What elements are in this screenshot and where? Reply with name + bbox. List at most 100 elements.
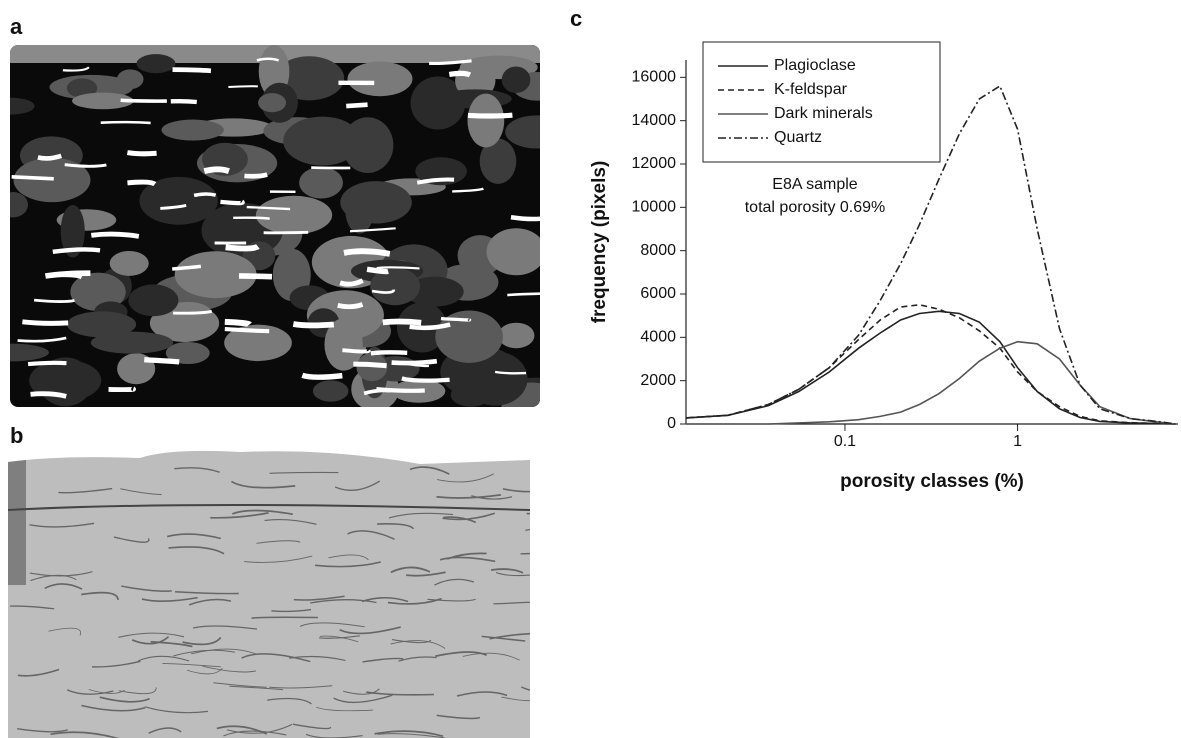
pore <box>428 59 472 66</box>
grain-boundary <box>175 591 239 595</box>
grain-boundary <box>182 636 222 646</box>
pore <box>507 292 540 297</box>
grain-boundary <box>293 595 345 601</box>
y-tick-label: 2000 <box>640 372 676 389</box>
x-tick-label: 1 <box>1013 433 1022 450</box>
grain-boundary <box>162 663 221 668</box>
grain-boundary <box>223 730 287 737</box>
grain-boundary <box>226 723 293 734</box>
grain-boundary <box>436 473 494 483</box>
pore <box>238 273 273 280</box>
pore <box>17 336 67 343</box>
pore <box>100 120 151 125</box>
grain-boundary <box>333 694 393 704</box>
legend-label: K-feldspar <box>774 81 848 98</box>
pore <box>44 270 91 279</box>
grain-boundary <box>120 488 162 496</box>
image-background <box>8 450 530 738</box>
pore <box>343 248 391 257</box>
pore <box>440 316 472 322</box>
grain-boundary <box>213 682 267 688</box>
grain-boundary <box>99 696 150 703</box>
grain-boundary <box>439 556 496 563</box>
grain-boundary <box>339 626 401 635</box>
grain-boundary <box>58 487 113 494</box>
pore <box>11 174 54 181</box>
pore <box>301 372 343 380</box>
image-edge <box>8 450 26 585</box>
pore <box>353 361 387 369</box>
grain-boundary <box>229 685 284 691</box>
grain-boundary <box>251 616 318 619</box>
grain <box>255 195 333 235</box>
grain <box>10 192 29 218</box>
pore <box>33 298 75 304</box>
grain-boundary <box>192 625 257 630</box>
grain-boundary <box>231 509 293 516</box>
grain-boundary <box>138 655 190 662</box>
grain <box>109 250 149 276</box>
grain <box>324 318 363 371</box>
grain-boundary <box>210 512 269 519</box>
pore <box>366 266 389 275</box>
grain-boundary <box>343 688 380 695</box>
y-tick-label: 4000 <box>640 329 676 346</box>
grain <box>72 92 134 110</box>
grain-boundary <box>267 697 312 705</box>
pore <box>173 309 213 315</box>
grain-boundary <box>17 728 68 733</box>
pore <box>172 67 212 74</box>
pore <box>90 231 140 239</box>
pore <box>126 150 157 157</box>
grain <box>136 54 176 74</box>
pore <box>401 376 450 383</box>
grain-boundary <box>44 583 83 590</box>
grain-boundary <box>29 522 95 528</box>
grain-boundary <box>118 687 157 695</box>
pore <box>170 99 197 105</box>
grain-boundary <box>366 691 435 696</box>
grain <box>60 204 85 258</box>
pore <box>220 199 245 206</box>
grain-boundary <box>292 723 332 730</box>
grain <box>128 284 179 317</box>
grain <box>347 61 413 97</box>
pore <box>228 85 258 89</box>
grain-boundary <box>309 599 377 604</box>
pore <box>246 205 291 211</box>
grain-boundary <box>113 536 150 543</box>
grain-boundary <box>390 566 431 574</box>
pore <box>193 192 217 198</box>
y-tick-label: 6000 <box>640 285 676 302</box>
grain-boundary <box>17 668 60 677</box>
pore <box>339 278 364 287</box>
grain-boundary <box>81 591 119 601</box>
grain-boundary <box>493 600 530 605</box>
panel-label: b <box>10 423 23 448</box>
grain <box>66 78 98 98</box>
grain-boundary <box>289 655 346 662</box>
pore <box>127 179 157 187</box>
pore <box>37 153 63 161</box>
grain-boundary <box>88 689 125 694</box>
grain-boundary <box>443 516 477 524</box>
grain-boundary <box>48 627 82 636</box>
panel-label: a <box>10 14 23 39</box>
grain-boundary <box>305 733 363 738</box>
grain-boundary <box>347 530 395 540</box>
pore <box>225 243 260 252</box>
grain-boundary <box>406 571 446 577</box>
pore <box>391 358 438 366</box>
grain-boundary <box>319 635 359 643</box>
pore <box>256 57 280 62</box>
grain-boundary <box>502 486 530 493</box>
y-tick-label: 0 <box>667 415 676 432</box>
series-line <box>686 340 1176 425</box>
panel-label: c <box>570 6 582 31</box>
grain <box>165 341 210 365</box>
legend-label: Plagioclase <box>774 57 856 74</box>
grain-boundary <box>121 585 172 592</box>
grain-boundary <box>490 568 524 574</box>
pore <box>292 321 335 329</box>
